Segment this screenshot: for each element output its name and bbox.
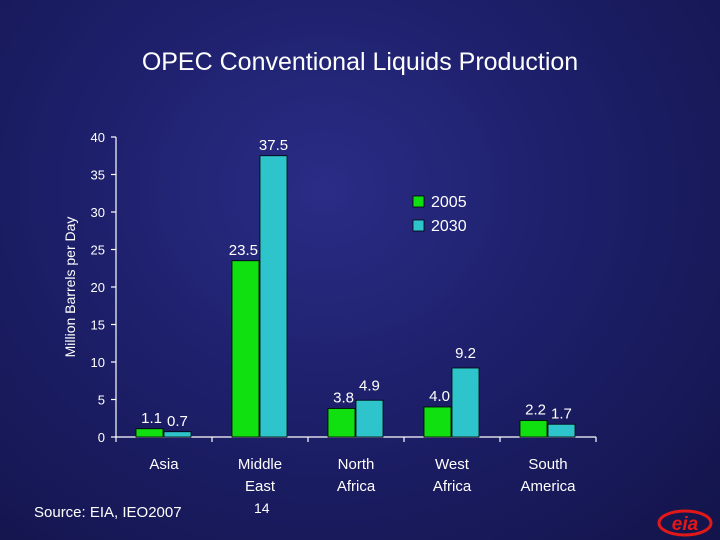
category-label: North: [338, 456, 375, 473]
bar-2005: [231, 260, 260, 438]
y-tick-label: 40: [91, 130, 105, 145]
category-label: West: [435, 456, 470, 473]
y-tick-label: 10: [91, 355, 105, 370]
y-tick-label: 0: [98, 430, 105, 445]
bar-2005: [135, 428, 164, 438]
data-label: 1.1: [141, 410, 162, 427]
y-tick-label: 15: [91, 318, 105, 333]
category-label: South: [528, 456, 567, 473]
data-label: 9.2: [455, 345, 476, 362]
legend-label-2030: 2030: [431, 218, 467, 235]
eia-logo: eia: [657, 509, 713, 537]
y-tick-label: 35: [91, 168, 105, 183]
y-tick-label: 20: [91, 280, 105, 295]
bar-2030: [163, 431, 192, 438]
data-label: 0.7: [167, 413, 188, 430]
data-label: 1.7: [551, 405, 572, 422]
slide-title: OPEC Conventional Liquids Production: [141, 48, 579, 76]
bar-2030: [259, 155, 288, 438]
y-tick-label: 5: [98, 393, 105, 408]
legend-label-2005: 2005: [431, 194, 467, 211]
category-label: Middle: [238, 456, 282, 473]
data-label: 3.8: [333, 390, 354, 407]
bar-2005: [327, 408, 356, 438]
data-label: 4.0: [429, 388, 450, 405]
y-tick-label: 30: [91, 205, 105, 220]
data-label: 4.9: [359, 377, 380, 394]
bar-2030: [451, 367, 480, 438]
category-label: Asia: [149, 456, 179, 473]
page-number: 14: [254, 500, 270, 516]
category-label: East: [245, 478, 276, 495]
data-label: 2.2: [525, 402, 546, 419]
bar-2030: [547, 423, 576, 438]
y-tick-label: 25: [91, 243, 105, 258]
legend-swatch-2030: [412, 219, 425, 232]
category-label: Africa: [433, 478, 472, 495]
bar-2005: [519, 420, 548, 438]
legend-swatch-2005: [412, 195, 425, 208]
source-citation: Source: EIA, IEO2007: [34, 504, 182, 521]
logo-text: eia: [672, 514, 699, 535]
category-label: America: [520, 478, 576, 495]
bar-2005: [423, 406, 452, 438]
y-axis-title: Million Barrels per Day: [62, 217, 78, 358]
data-label: 37.5: [259, 137, 288, 154]
category-label: Africa: [337, 478, 376, 495]
data-label: 23.5: [229, 242, 258, 259]
bar-2030: [355, 399, 384, 438]
